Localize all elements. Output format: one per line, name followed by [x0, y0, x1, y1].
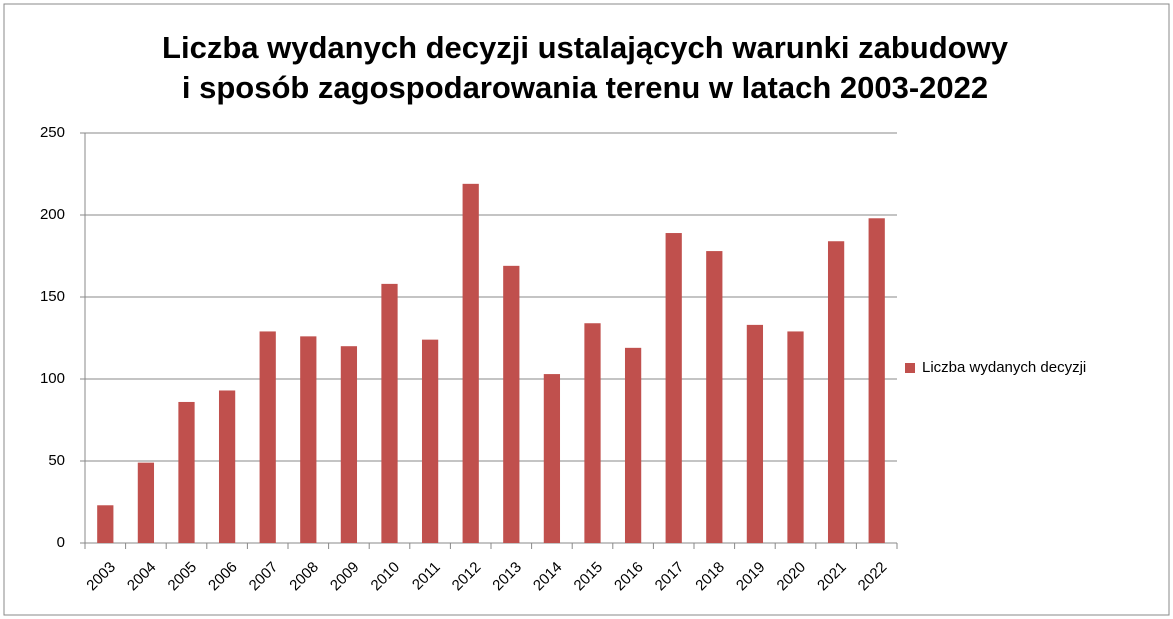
bar — [218, 390, 236, 543]
bar — [543, 374, 561, 543]
bar — [665, 233, 682, 544]
y-tick-label: 150 — [40, 288, 65, 305]
bar — [787, 331, 804, 543]
bar — [827, 241, 845, 544]
bar — [624, 347, 642, 543]
y-tick-label: 250 — [40, 124, 65, 141]
y-tick-label: 0 — [57, 534, 65, 551]
legend-swatch — [905, 363, 915, 373]
bar — [340, 346, 358, 543]
y-tick-label: 200 — [40, 206, 65, 223]
bar — [584, 323, 601, 543]
bar — [381, 283, 398, 543]
bar — [178, 401, 195, 543]
legend-label: Liczba wydanych decyzji — [922, 359, 1086, 376]
bar — [868, 218, 885, 543]
bar — [300, 336, 317, 543]
bar — [137, 462, 155, 543]
bar — [259, 331, 276, 543]
chart-title: Liczba wydanych decyzji ustalających war… — [162, 30, 1009, 65]
y-tick-label: 100 — [40, 370, 65, 387]
y-tick-label: 50 — [48, 452, 65, 469]
bar — [503, 265, 520, 543]
bar — [421, 339, 439, 543]
bar — [706, 251, 723, 543]
bar — [746, 324, 764, 543]
bar — [462, 183, 479, 543]
bar — [97, 505, 114, 543]
chart-title: i sposób zagospodarowania terenu w latac… — [182, 70, 988, 105]
